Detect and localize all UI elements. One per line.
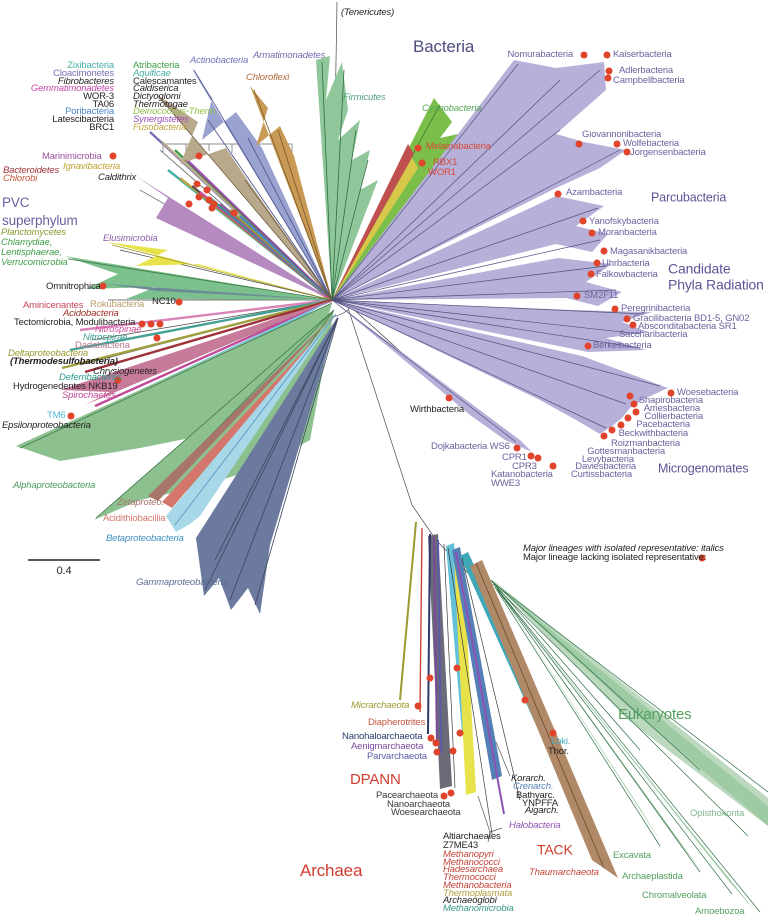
cpr-wedges	[331, 60, 668, 452]
archaea-fan	[399, 521, 618, 878]
firmicutes-wedge	[316, 56, 378, 301]
gammaproteobacteria-wedge	[196, 316, 339, 614]
betaproteobacteria-wedge	[166, 313, 337, 532]
acidithiobacillia-sliver	[162, 316, 336, 508]
chloroflexi-wedge	[250, 86, 333, 301]
bacteroidetes-wedge	[156, 94, 333, 301]
pvc-wedge	[64, 256, 333, 301]
melainabacteria-slivers	[332, 144, 418, 300]
deferribacteres-wedge	[60, 300, 332, 405]
omnitrophica-wedge	[106, 284, 332, 300]
elusimicrobia-wedge	[106, 242, 333, 301]
marinimicrobia-wedge	[136, 176, 332, 300]
zetaproteobacteria-sliver	[148, 314, 335, 501]
eukaryote-fan	[490, 578, 768, 913]
actinobacteria-wedge	[190, 66, 333, 301]
